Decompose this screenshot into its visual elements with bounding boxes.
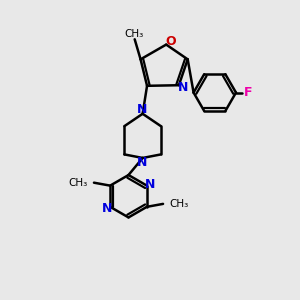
Text: N: N <box>178 81 188 94</box>
Text: CH₃: CH₃ <box>68 178 88 188</box>
Text: F: F <box>244 86 253 99</box>
Text: CH₃: CH₃ <box>124 29 144 39</box>
Text: CH₃: CH₃ <box>169 199 189 209</box>
Text: N: N <box>137 103 148 116</box>
Text: N: N <box>145 178 155 191</box>
Text: N: N <box>137 156 148 169</box>
Text: N: N <box>102 202 112 215</box>
Text: O: O <box>165 35 175 48</box>
